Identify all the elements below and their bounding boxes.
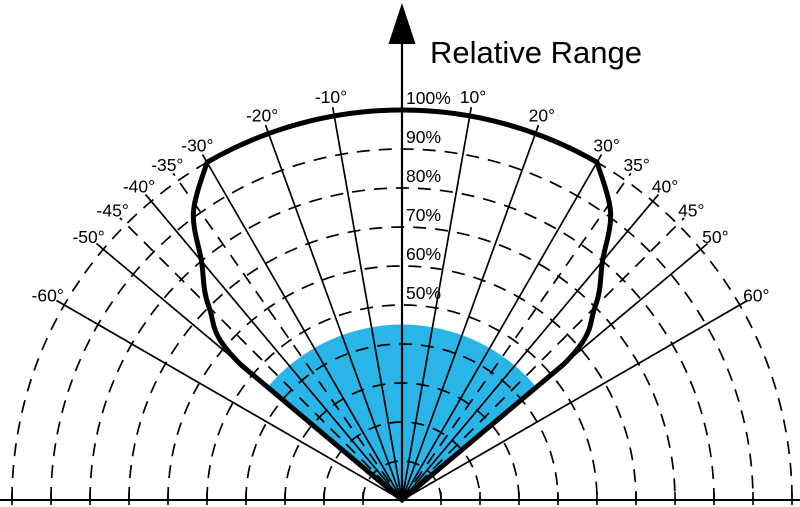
angle-label-10: 10°: [460, 87, 486, 107]
ring-label-50: 50%: [406, 283, 441, 303]
radial-line-60: [401, 299, 748, 501]
chart-title: Relative Range: [430, 35, 642, 70]
radial-line--10: [331, 106, 403, 501]
angle-label-30: 30°: [593, 136, 619, 156]
angle-label--60: -60°: [32, 285, 64, 305]
radial-line-40: [401, 193, 660, 501]
radial-line-20: [401, 124, 540, 501]
ring-arc-60: [167, 265, 637, 501]
angle-label-40: 40°: [652, 177, 678, 197]
angle-label--10: -10°: [315, 87, 347, 107]
radial-line-30: [401, 154, 603, 501]
angle-label-60: 60°: [743, 285, 769, 305]
vertical-axis: [388, 3, 416, 500]
radial-line--45: [119, 217, 403, 501]
radial-line--30: [201, 154, 403, 501]
radial-line-10: [401, 106, 473, 501]
angle-label--30: -30°: [181, 136, 213, 156]
ring-label-70: 70%: [406, 205, 441, 225]
ring-labels: 100% 90% 80% 70% 60% 50%: [406, 88, 451, 303]
ring-label-100: 100%: [406, 88, 451, 108]
radial-grid-lines: [56, 106, 748, 501]
radial-line--20: [264, 124, 403, 501]
radial-line--35: [172, 172, 403, 501]
angle-label--50: -50°: [72, 227, 104, 247]
angle-label--45: -45°: [97, 201, 129, 221]
angle-label-20: 20°: [529, 106, 555, 126]
angle-label-35: 35°: [623, 155, 649, 175]
angle-label--40: -40°: [123, 177, 155, 197]
angle-label-50: 50°: [702, 227, 728, 247]
ring-arc-50: [206, 304, 598, 501]
ring-label-90: 90%: [406, 127, 441, 147]
ring-label-80: 80%: [406, 166, 441, 186]
angle-label-45: 45°: [678, 201, 704, 221]
radial-line--40: [144, 193, 403, 501]
radial-line-45: [401, 217, 685, 501]
angle-label--35: -35°: [151, 155, 183, 175]
axis-arrowhead-icon: [388, 3, 416, 44]
radial-line-35: [401, 172, 632, 501]
radial-line--60: [56, 299, 403, 501]
angle-labels: -60° -50° -45° -40°-35°-30° -20° -10° 10° 20° 30…: [32, 87, 770, 305]
ring-label-60: 60%: [406, 244, 441, 264]
angle-label--20: -20°: [246, 106, 278, 126]
